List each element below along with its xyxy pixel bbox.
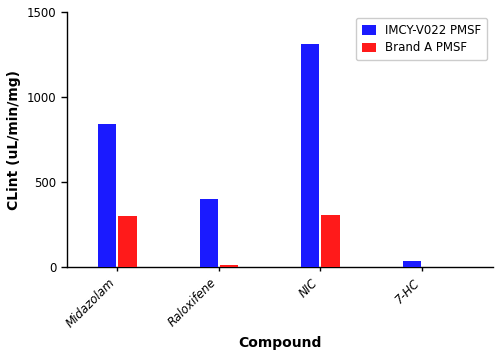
Bar — [322, 215, 340, 267]
X-axis label: Compound: Compound — [238, 336, 322, 350]
Y-axis label: CLint (uL/min/mg): CLint (uL/min/mg) — [7, 70, 21, 210]
Bar — [200, 199, 218, 267]
Legend: IMCY-V022 PMSF, Brand A PMSF: IMCY-V022 PMSF, Brand A PMSF — [356, 18, 487, 60]
Bar — [402, 261, 421, 267]
Bar — [301, 44, 320, 267]
Bar — [220, 265, 238, 267]
Bar — [118, 216, 136, 267]
Bar — [98, 124, 116, 267]
